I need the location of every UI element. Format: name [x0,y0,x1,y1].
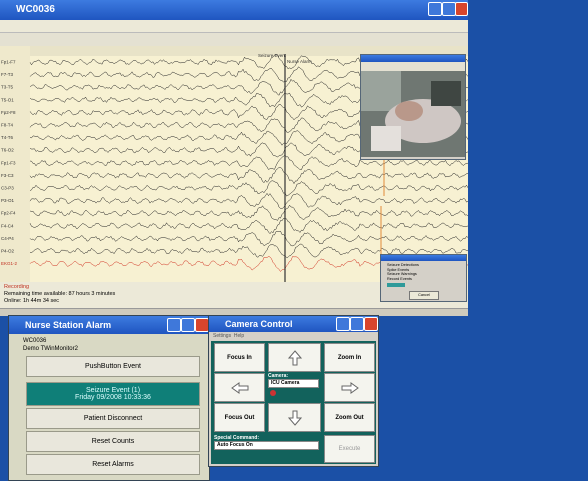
video-toolbar [361,62,465,71]
menu-bar: Settings Help [209,332,382,341]
eeg-trace [29,230,468,247]
dialog-title-bar [381,255,466,261]
annotation: Nurse Alarm [287,59,312,64]
title-bar: Camera Control [209,316,378,332]
status-line: Remaining time available: 87 hours 3 min… [4,291,116,297]
special-label: Special Command: [214,435,260,441]
channel-label: T3-T5 [1,85,13,90]
eeg-trace [29,243,468,258]
eeg-window: WC0036 Fp1-F7 F7-T3 T3-T5 T5-O1 Fp2-F8 F8-T4 T… [0,0,468,316]
camera-panel: Camera: ICU Camera [268,373,319,400]
station-line: WC0036 [23,338,47,344]
progress-bar [387,283,405,287]
toolbar [0,33,468,46]
button-text: Seizure Event (1) [85,387,141,394]
left-button[interactable] [214,373,265,402]
eeg-trace [29,154,468,171]
status-line: Recording [4,284,30,290]
camera-label: Camera: [268,373,289,379]
button-text: Friday 09/2008 10:33:36 [75,394,151,401]
title-bar: WC0036 [0,0,468,20]
detection-row: Record Events [387,276,412,281]
channel-label: F7-T3 [1,72,13,77]
window-title: WC0036 [16,4,55,15]
video-title-bar [361,55,465,62]
channel-label: P4-O2 [1,249,15,254]
annotation: Seizure Event [258,53,287,58]
eeg-trace [29,180,468,197]
close-button[interactable] [364,317,378,331]
button-text: Patient Disconnect [83,415,143,422]
video-frame [361,71,465,157]
alarm-button[interactable]: Seizure Event (1) Friday 09/2008 10:33:36 [26,382,200,406]
status-line: Online: 1h 44m 34 sec [4,298,60,304]
button-text: Reset Alarms [92,461,134,468]
label-column [0,46,30,282]
channel-label: T4-T6 [1,135,13,140]
maximize-button[interactable] [350,317,364,331]
zoom-in-button[interactable]: Zoom In [324,343,375,372]
camera-select[interactable]: ICU Camera [268,379,319,388]
time-ruler [0,46,468,56]
close-button[interactable] [195,318,209,332]
menu-item[interactable]: Settings [213,333,232,339]
status-bar [0,308,468,316]
channel-label: C3-P3 [1,186,14,191]
camera-control-window: Camera Control Settings Help Focus In Zo… [208,315,379,467]
control-panel: Focus In Zoom In Camera: ICU Camera Focu… [211,341,376,464]
record-indicator [270,390,276,396]
eeg-trace [29,204,468,221]
channel-label: T5-O1 [1,97,14,102]
close-button[interactable] [455,2,468,16]
right-button[interactable] [324,373,375,402]
detection-row: Spike Events [387,267,410,272]
channel-label: F8-T4 [1,123,13,128]
menu-item[interactable]: Help [233,333,245,339]
menu-bar [0,20,468,33]
channel-label: Fp2-F8 [1,110,16,115]
eeg-trace [29,217,468,235]
detection-row: Seizure Detections [387,263,419,267]
execute-button[interactable]: Execute [324,435,375,463]
down-button[interactable] [268,403,321,432]
channel-label: Fp1-F3 [1,160,16,165]
window-title: Camera Control [225,319,293,329]
detection-row: Seizure Warnings [387,272,417,276]
station-line: Demo TWinMonitor2 [23,346,78,352]
special-select[interactable]: Auto Focus On [214,441,319,450]
minimize-button[interactable] [336,317,350,331]
button-text: PushButton Event [84,363,142,370]
minimize-button[interactable] [167,318,181,332]
eeg-trace [29,166,468,185]
button-text: Reset Counts [91,438,135,445]
video-window [360,54,466,160]
channel-label: F4-C4 [1,223,14,228]
channel-label: Fp1-F7 [1,60,16,65]
maximize-button[interactable] [181,318,195,332]
cancel-button[interactable]: Cancel [409,291,439,300]
detection-dialog: Seizure Detections Spike Events Seizure Wa… [380,254,467,302]
focus-in-button[interactable]: Focus In [214,343,265,372]
up-button[interactable] [268,343,321,372]
channel-label: C4-P4 [1,236,14,241]
eeg-trace [29,192,468,209]
channel-label: T6-O2 [1,148,14,153]
channel-label: F3-C3 [1,173,14,178]
alarm-button[interactable]: Patient Disconnect [26,408,200,429]
focus-out-button[interactable]: Focus Out [214,403,265,432]
window-title: Nurse Station Alarm [25,320,112,330]
alarm-button[interactable]: Reset Alarms [26,454,200,475]
alarm-button[interactable]: PushButton Event [26,356,200,377]
special-panel: Special Command: Auto Focus On [214,435,319,450]
channel-label: P3-O1 [1,198,15,203]
maximize-button[interactable] [442,2,456,16]
minimize-button[interactable] [428,2,442,16]
zoom-out-button[interactable]: Zoom Out [324,403,375,432]
alarm-button[interactable]: Reset Counts [26,431,200,452]
channel-label: Fp2-F4 [1,211,16,216]
title-bar: Nurse Station Alarm [9,316,209,334]
nurse-alarm-window: Nurse Station Alarm WC0036 Demo TWinMoni… [8,315,210,481]
channel-label: EKG1-2 [1,261,18,266]
